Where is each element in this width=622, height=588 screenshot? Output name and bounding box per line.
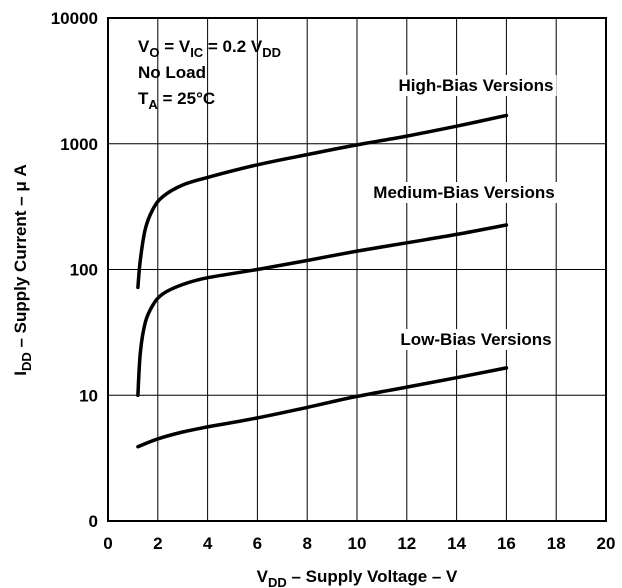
x-tick-label: 4	[203, 534, 213, 553]
conditions-block: VO = VIC = 0.2 VDD No Load TA = 25°C	[138, 37, 281, 112]
x-tick-labels: 0 2 4 6 8 10 12 14 16 18 20	[103, 534, 615, 553]
condition-no-load: No Load	[138, 63, 206, 82]
x-tick-label: 6	[253, 534, 262, 553]
y-tick-label: 10	[79, 386, 98, 405]
y-tick-label: 0	[89, 512, 98, 531]
x-tick-label: 2	[153, 534, 162, 553]
y-axis-label: IDD – Supply Current – μ A	[11, 164, 34, 376]
y-tick-label: 100	[70, 261, 98, 280]
x-tick-label: 20	[597, 534, 616, 553]
x-tick-label: 12	[397, 534, 416, 553]
condition-ta: TA = 25°C	[138, 89, 215, 112]
label-high-bias: High-Bias Versions	[399, 76, 554, 95]
label-backing	[395, 75, 557, 96]
y-tick-labels: 0 10 100 1000 10000	[51, 9, 98, 531]
condition-vo-vic: VO = VIC = 0.2 VDD	[138, 37, 281, 60]
x-tick-label: 16	[497, 534, 516, 553]
medium-bias-curve	[136, 223, 509, 398]
x-tick-label: 0	[103, 534, 112, 553]
series-curves	[136, 113, 509, 449]
label-backing	[370, 182, 558, 203]
x-tick-label: 18	[547, 534, 566, 553]
label-low-bias: Low-Bias Versions	[400, 330, 551, 349]
label-backing	[397, 329, 555, 350]
high-bias-curve	[136, 113, 509, 290]
label-medium-bias: Medium-Bias Versions	[373, 183, 554, 202]
x-tick-label: 10	[348, 534, 367, 553]
grid-lines	[108, 18, 606, 521]
series-labels: High-Bias Versions Medium-Bias Versions Lo…	[370, 75, 558, 350]
y-tick-label: 1000	[60, 135, 98, 154]
y-tick-label: 10000	[51, 9, 98, 28]
plot-frame	[107, 17, 607, 522]
x-axis-label: VDD – Supply Voltage – V	[257, 567, 458, 588]
x-tick-label: 8	[302, 534, 311, 553]
x-tick-label: 14	[447, 534, 466, 553]
low-bias-curve	[136, 366, 509, 449]
